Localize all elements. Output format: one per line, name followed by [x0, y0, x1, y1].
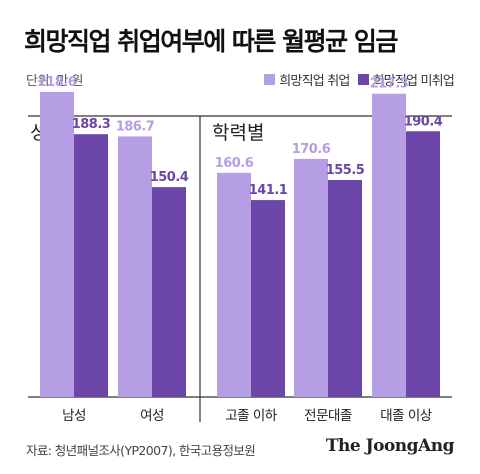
legend-label-not-employed: 희망직업 미취업 — [372, 74, 455, 89]
publisher-logo: The JoongAng — [325, 436, 455, 456]
bar-education-0-series-0 — [217, 172, 251, 397]
bar-education-1-series-0 — [294, 158, 328, 397]
chart-title: 희망직업 취업여부에 따른 월평균 임금 — [24, 27, 398, 56]
legend: 희망직업 취업 희망직업 미취업 — [256, 70, 455, 89]
panel-title-education: 학력별 — [212, 122, 264, 144]
category-label-gender-1: 여성 — [140, 408, 164, 424]
bar-education-0-series-1 — [251, 200, 285, 397]
legend-item-not-employed: 희망직업 미취업 — [357, 70, 455, 89]
data-label-education-2-series-0: 217.3 — [370, 77, 409, 92]
legend-swatch-not-employed — [357, 74, 369, 85]
data-label-education-0-series-1: 141.1 — [249, 183, 288, 198]
bar-gender-0-series-1 — [74, 134, 108, 397]
data-label-gender-0-series-0: 218.6 — [38, 75, 77, 90]
unit-label: 단위: 만 원 — [26, 74, 84, 89]
bar-gender-0-series-0 — [40, 91, 74, 397]
data-label-education-1-series-1: 155.5 — [326, 163, 365, 178]
legend-item-employed: 희망직업 취업 — [264, 70, 350, 89]
data-label-education-2-series-1: 190.4 — [404, 114, 443, 129]
category-label-education-0: 고졸 이하 — [225, 408, 278, 424]
data-label-education-0-series-0: 160.6 — [215, 156, 254, 171]
bar-education-2-series-1 — [406, 131, 440, 397]
data-label-gender-1-series-0: 186.7 — [116, 119, 155, 134]
data-label-gender-0-series-1: 188.3 — [72, 117, 111, 132]
legend-label-employed: 희망직업 취업 — [279, 74, 350, 89]
bar-education-2-series-0 — [372, 93, 406, 397]
bar-education-1-series-1 — [328, 179, 362, 397]
data-label-education-1-series-0: 170.6 — [292, 142, 331, 157]
source-note: 자료: 청년패널조사(YP2007), 한국고용정보원 — [26, 443, 256, 458]
legend-swatch-employed — [264, 74, 276, 85]
category-label-education-2: 대졸 이상 — [380, 408, 432, 424]
bar-gender-1-series-1 — [152, 187, 186, 397]
data-label-gender-1-series-1: 150.4 — [150, 170, 189, 185]
bar-gender-1-series-0 — [118, 136, 152, 397]
category-label-gender-0: 남성 — [62, 408, 86, 424]
category-label-education-1: 전문대졸 — [304, 408, 352, 424]
